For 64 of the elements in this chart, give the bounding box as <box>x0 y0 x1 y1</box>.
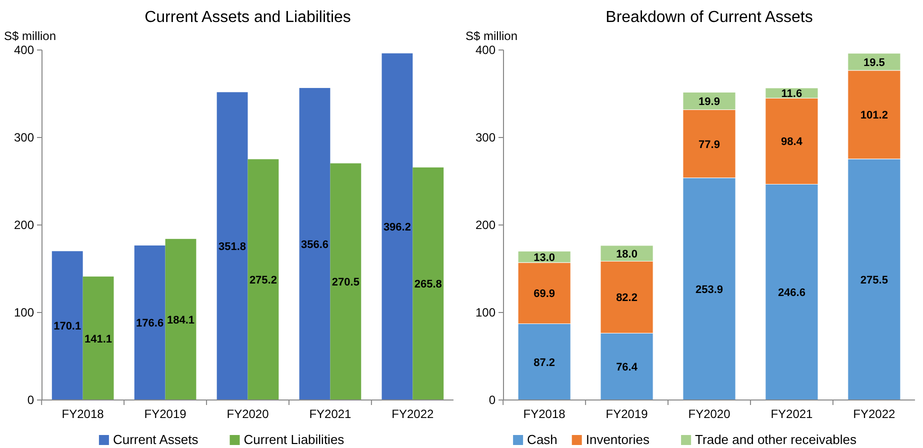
y-tick-label: 300 <box>14 130 34 144</box>
data-label: 351.8 <box>218 241 246 254</box>
data-label: 19.9 <box>698 96 720 108</box>
y-tick-label: 0 <box>488 393 496 407</box>
bar <box>52 251 83 400</box>
data-label: 141.1 <box>84 333 112 346</box>
y-tick-label: 300 <box>475 130 496 144</box>
x-tick-label: FY2019 <box>144 407 187 421</box>
data-label: 270.5 <box>332 276 360 289</box>
bar <box>82 276 114 400</box>
x-tick-label: FY2021 <box>309 407 352 421</box>
x-tick-label: FY2020 <box>688 407 731 421</box>
bar <box>165 238 196 400</box>
x-tick-label: FY2018 <box>62 407 104 421</box>
data-label: 275.2 <box>249 274 277 287</box>
y-tick-label: 400 <box>14 43 34 57</box>
x-tick-label: FY2022 <box>853 407 896 421</box>
data-label: 18.0 <box>616 248 638 260</box>
bar <box>330 163 362 400</box>
y-tick-label: 200 <box>475 218 496 232</box>
data-label: 275.5 <box>860 274 888 286</box>
legend-label: Current Liabilities <box>244 432 345 447</box>
x-tick-label: FY2019 <box>606 407 648 421</box>
x-tick-label: FY2021 <box>770 407 814 421</box>
data-label: 170.1 <box>54 320 82 333</box>
y-axis-title: S$ million <box>466 29 518 43</box>
legend-label: Current Assets <box>112 432 199 447</box>
data-label: 19.5 <box>863 56 885 69</box>
bar <box>134 245 166 400</box>
data-label: 69.9 <box>534 288 556 300</box>
data-label: 98.4 <box>781 136 804 148</box>
data-label: 356.6 <box>300 238 329 251</box>
legend-label: Inventories <box>586 432 650 447</box>
bar <box>412 167 444 400</box>
bar <box>299 88 330 400</box>
bar <box>382 53 413 400</box>
y-axis-title: S$ million <box>4 29 56 43</box>
legend-label: Trade and other receivables <box>695 432 857 447</box>
legend-label: Cash <box>527 432 558 447</box>
y-tick-label: 100 <box>475 306 496 320</box>
chart-title: Current Assets and Liabilities <box>144 9 351 26</box>
data-label: 77.9 <box>698 138 720 151</box>
data-label: 253.9 <box>695 284 724 296</box>
y-tick-label: 100 <box>14 306 34 320</box>
data-label: 11.6 <box>781 88 802 100</box>
data-label: 87.2 <box>534 356 556 369</box>
x-tick-label: FY2022 <box>392 407 434 421</box>
y-tick-label: 0 <box>27 393 34 407</box>
y-tick-label: 200 <box>14 218 34 232</box>
data-label: 184.1 <box>166 314 195 326</box>
data-label: 265.8 <box>414 278 442 291</box>
data-label: 82.2 <box>616 292 638 304</box>
bar <box>216 92 248 400</box>
data-label: 246.6 <box>778 287 806 300</box>
bar <box>248 159 279 400</box>
data-label: 176.6 <box>136 318 164 330</box>
data-label: 13.0 <box>534 252 556 264</box>
x-tick-label: FY2018 <box>523 407 566 421</box>
y-tick-label: 400 <box>475 43 496 57</box>
data-label: 396.2 <box>383 222 411 234</box>
data-label: 101.2 <box>860 110 888 122</box>
x-tick-label: FY2020 <box>226 407 270 421</box>
chart-title: Breakdown of Current Assets <box>606 9 813 26</box>
data-label: 76.4 <box>616 362 638 374</box>
